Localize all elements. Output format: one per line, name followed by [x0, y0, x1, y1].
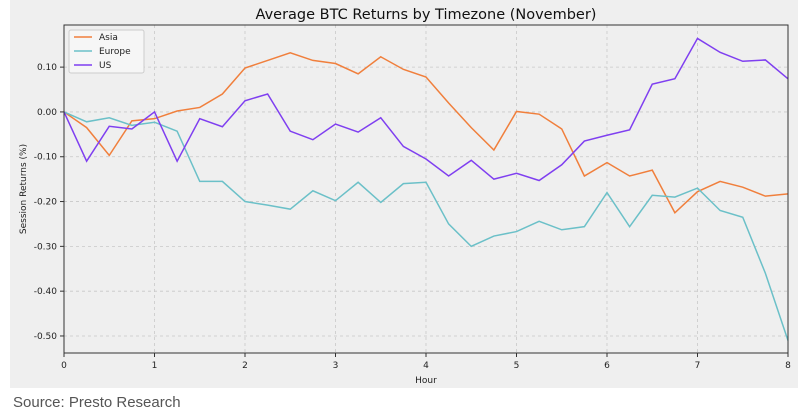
y-tick-label: -0.50 — [34, 332, 58, 342]
y-tick-label: 0.00 — [37, 108, 57, 118]
y-tick-label: -0.20 — [34, 198, 58, 208]
x-tick-label: 5 — [514, 361, 520, 371]
y-tick-label: 0.10 — [37, 63, 57, 73]
x-tick-label: 2 — [242, 361, 248, 371]
y-tick-label: -0.30 — [34, 242, 58, 252]
x-tick-label: 6 — [604, 361, 610, 371]
x-tick-label: 8 — [785, 361, 791, 371]
x-tick-label: 4 — [423, 361, 429, 371]
chart-figure: 0 1 2 3 4 5 6 7 8 0.10 0.00 -0.10 -0.20 -0.30 -0.40 -0.… — [10, 0, 798, 388]
line-chart: 0 1 2 3 4 5 6 7 8 0.10 0.00 -0.10 -0.20 -0.30 -0.40 -0.… — [19, 7, 791, 386]
x-axis-label: Hour — [415, 376, 437, 386]
axes-frame — [63, 24, 789, 354]
x-tick-label: 0 — [61, 361, 67, 371]
y-tick-label: -0.10 — [34, 153, 58, 163]
legend-label: US — [99, 61, 112, 71]
legend-label: Asia — [99, 33, 118, 43]
x-tick-label: 1 — [152, 361, 158, 371]
x-tick-label: 7 — [695, 361, 701, 371]
legend-label: Europe — [99, 47, 131, 57]
series-line-us — [63, 37, 789, 182]
source-caption: Source: Presto Research — [13, 394, 181, 411]
chart-title: Average BTC Returns by Timezone (Novembe… — [256, 7, 597, 23]
x-tick-label: 3 — [333, 361, 339, 371]
legend-box — [68, 29, 145, 74]
y-tick-label: -0.40 — [34, 287, 58, 297]
y-axis-label: Session Returns (%) — [19, 144, 29, 234]
series-line-asia — [63, 51, 789, 214]
